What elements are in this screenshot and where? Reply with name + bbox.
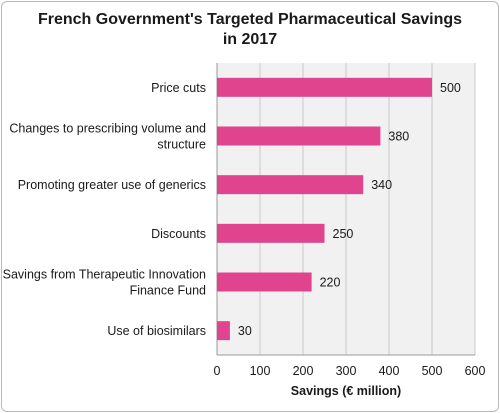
- bar-5: [217, 321, 230, 341]
- x-tick-label-400: 400: [379, 364, 400, 378]
- x-tick-label-200: 200: [293, 364, 314, 378]
- x-tick-label-100: 100: [250, 364, 271, 378]
- category-label-0-0: Price cuts: [151, 81, 206, 95]
- value-label-2: 340: [371, 178, 392, 192]
- value-label-4: 220: [320, 276, 341, 290]
- bar-2: [217, 175, 364, 195]
- x-tick-label-600: 600: [465, 364, 486, 378]
- x-tick-label-300: 300: [336, 364, 357, 378]
- x-axis-label: Savings (€ million): [291, 384, 401, 398]
- category-label-5-0: Use of biosimilars: [107, 324, 206, 338]
- bar-1: [217, 126, 381, 146]
- category-label-4-0: Savings from Therapeutic Innovation: [3, 268, 206, 282]
- bar-3: [217, 223, 325, 243]
- category-label-3-0: Discounts: [151, 227, 206, 241]
- value-label-5: 30: [238, 324, 252, 338]
- x-tick-label-0: 0: [214, 364, 221, 378]
- chart-title-line-2: in 2017: [222, 31, 278, 48]
- category-label-2-0: Promoting greater use of generics: [18, 178, 206, 192]
- value-label-0: 500: [440, 81, 461, 95]
- category-label-1-1: structure: [157, 138, 206, 152]
- bar-4: [217, 272, 312, 292]
- category-label-4-1: Finance Fund: [130, 284, 206, 298]
- value-label-1: 380: [388, 130, 409, 144]
- chart-title-line-1: French Government's Targeted Pharmaceuti…: [37, 11, 463, 28]
- bar-0: [217, 77, 432, 97]
- x-tick-label-500: 500: [422, 364, 443, 378]
- chart-title: French Government's Targeted Pharmaceuti…: [0, 10, 500, 50]
- category-label-1-0: Changes to prescribing volume and: [9, 122, 206, 136]
- value-label-3: 250: [333, 227, 354, 241]
